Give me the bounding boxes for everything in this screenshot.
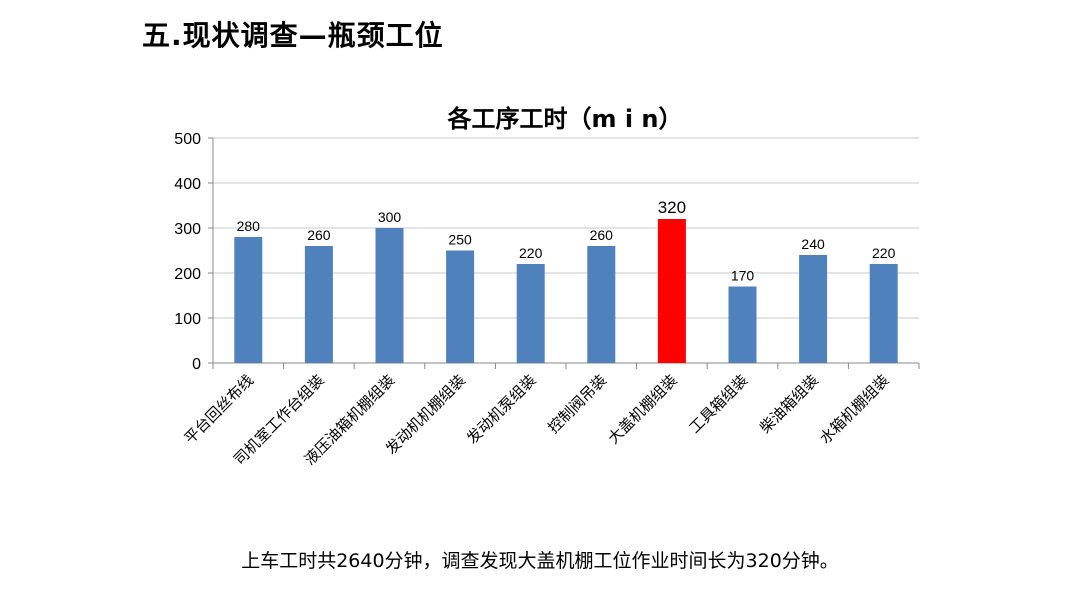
x-tick-label: 平台回丝布线 <box>181 371 257 447</box>
data-label: 320 <box>658 198 686 217</box>
x-tick-label: 控制阀吊装 <box>544 371 610 437</box>
bar-highlight <box>657 219 686 363</box>
data-label: 170 <box>731 268 755 284</box>
y-tick-label: 100 <box>174 311 201 328</box>
y-tick-label: 500 <box>174 131 201 148</box>
y-tick-label: 300 <box>174 221 201 238</box>
y-tick-label: 0 <box>192 356 201 373</box>
bar <box>587 246 616 363</box>
data-label: 220 <box>872 245 896 261</box>
data-label: 280 <box>237 218 261 234</box>
x-tick-label: 柴油箱组装 <box>756 371 822 437</box>
y-tick-labels: 0 100 200 300 400 500 <box>174 131 201 373</box>
x-tick-label: 发动机泵组装 <box>463 371 539 447</box>
slide-title: 五.现状调查—瓶颈工位 <box>142 19 444 52</box>
bars <box>234 219 898 363</box>
data-labels: 280 260 300 250 220 260 320 170 240 220 <box>237 198 896 284</box>
x-tick-label: 水箱机棚组装 <box>816 371 892 447</box>
bar <box>304 246 333 363</box>
x-tick-label: 大盖机棚组装 <box>604 371 680 447</box>
data-label: 240 <box>801 236 825 252</box>
bar <box>728 286 757 363</box>
summary-note: 上车工时共2640分钟，调查发现大盖机棚工位作业时间长为320分钟。 <box>241 550 839 572</box>
bar <box>799 255 828 363</box>
data-label: 260 <box>307 227 331 243</box>
bar <box>375 228 404 363</box>
bar <box>446 250 475 363</box>
bar <box>234 237 263 363</box>
data-label: 250 <box>448 232 472 248</box>
bar <box>869 264 898 363</box>
x-tick-label: 工具箱组装 <box>686 371 752 437</box>
y-tick-label: 200 <box>174 266 201 283</box>
data-label: 300 <box>378 209 402 225</box>
bar <box>516 264 545 363</box>
data-label: 220 <box>519 245 543 261</box>
data-label: 260 <box>590 227 614 243</box>
y-tick-label: 400 <box>174 176 201 193</box>
chart-title: 各工序工时（m i n） <box>446 105 682 133</box>
